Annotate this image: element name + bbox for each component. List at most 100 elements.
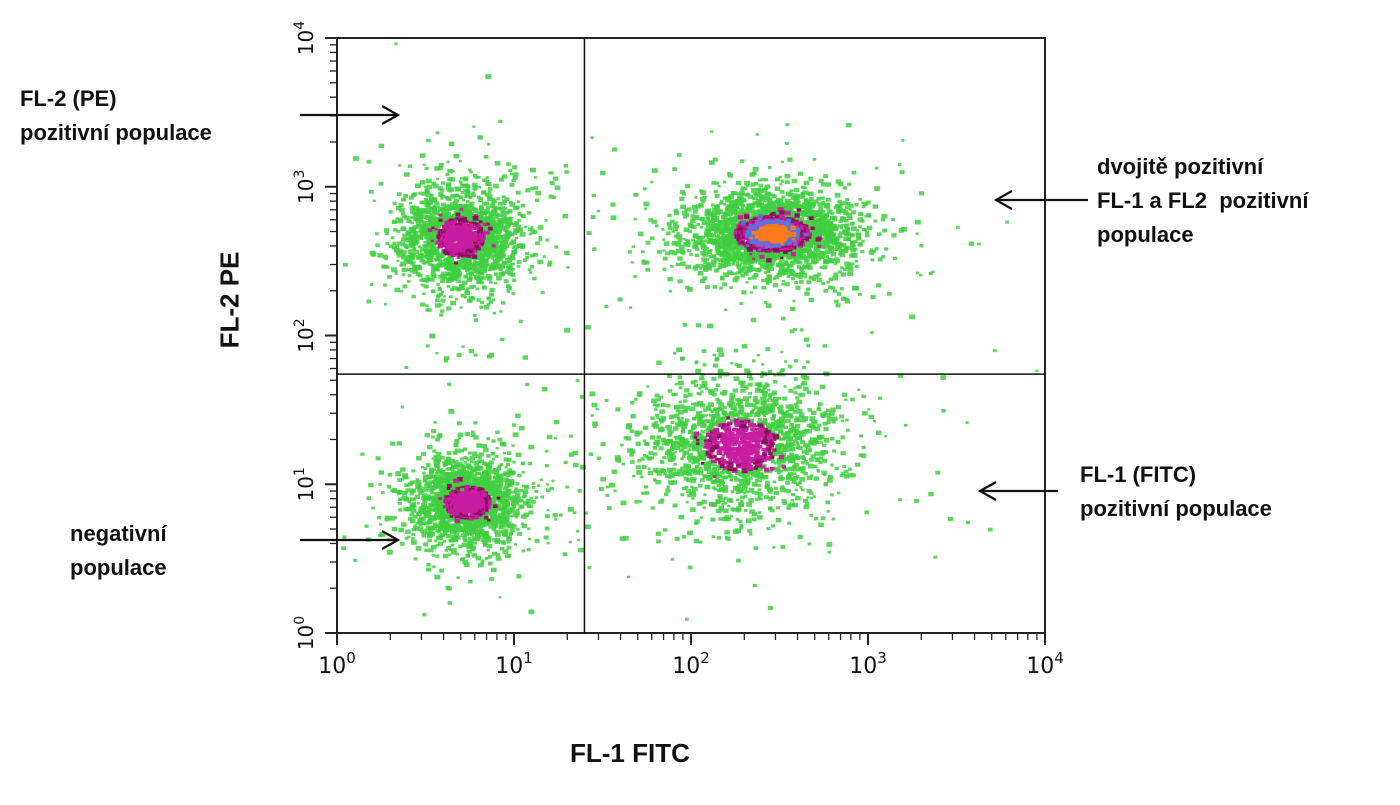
event-dot	[683, 215, 688, 219]
event-dot	[384, 515, 390, 520]
event-dot	[700, 264, 705, 268]
event-dot	[522, 484, 526, 488]
event-dot	[482, 475, 487, 479]
event-dot	[818, 206, 823, 211]
event-dot	[649, 236, 655, 241]
event-dot	[696, 235, 701, 240]
event-dot	[764, 246, 768, 249]
event-dot	[396, 254, 401, 258]
event-dot	[815, 256, 822, 261]
event-dot	[784, 180, 790, 185]
event-dot	[882, 228, 888, 233]
event-dot	[825, 197, 831, 202]
event-dot	[727, 270, 733, 275]
event-dot	[787, 157, 793, 162]
event-dot	[425, 304, 429, 307]
event-dot	[672, 251, 678, 256]
event-dot	[849, 246, 855, 250]
event-dot	[772, 237, 779, 242]
event-dot	[454, 261, 458, 265]
event-dot	[472, 216, 479, 221]
event-dot	[737, 215, 743, 220]
event-dot	[517, 200, 521, 203]
event-dot	[434, 267, 439, 271]
event-dot	[499, 177, 504, 182]
event-dot	[501, 540, 506, 544]
event-dot	[521, 471, 525, 474]
event-dot	[716, 234, 721, 237]
event-dot	[521, 549, 526, 553]
event-dot	[420, 256, 424, 260]
event-dot	[788, 225, 792, 229]
event-dot	[459, 283, 465, 289]
event-dot	[415, 183, 421, 189]
event-dot	[466, 185, 471, 189]
event-dot	[836, 210, 842, 215]
event-dot	[492, 475, 497, 479]
event-dot	[672, 167, 677, 172]
event-dot	[509, 182, 515, 187]
event-dot	[428, 548, 434, 553]
event-dot	[919, 244, 924, 248]
event-dot	[485, 239, 492, 244]
event-dot	[757, 267, 762, 271]
event-dot	[591, 193, 596, 198]
event-dot	[532, 276, 537, 281]
event-dot	[457, 462, 463, 467]
event-dot	[805, 220, 809, 223]
event-dot	[780, 242, 785, 246]
event-dot	[366, 496, 372, 500]
event-dot	[482, 178, 487, 183]
event-dot	[481, 269, 487, 274]
event-dot	[554, 245, 559, 249]
event-dot	[506, 457, 512, 462]
event-dot	[675, 249, 682, 254]
event-dot	[754, 209, 760, 214]
event-dot	[409, 209, 416, 214]
event-dot	[418, 523, 422, 526]
event-dot	[684, 183, 691, 189]
event-dot	[559, 513, 563, 517]
event-dot	[549, 486, 554, 491]
event-dot	[534, 496, 539, 500]
event-dot	[520, 505, 525, 509]
event-dot	[864, 215, 868, 218]
event-dot	[843, 245, 850, 251]
event-dot	[751, 188, 757, 193]
event-dot	[563, 460, 568, 465]
event-dot	[391, 267, 398, 273]
event-dot	[671, 241, 678, 246]
event-dot	[423, 542, 429, 547]
event-dot	[498, 239, 504, 244]
event-dot	[481, 191, 486, 195]
event-dot	[521, 495, 525, 499]
event-dot	[909, 314, 916, 320]
event-dot	[829, 249, 835, 254]
event-dot	[479, 305, 484, 309]
event-dot	[474, 222, 479, 226]
event-dot	[468, 539, 474, 544]
event-dot	[851, 210, 857, 215]
event-dot	[642, 259, 646, 263]
event-dot	[527, 537, 531, 541]
event-dot	[399, 542, 405, 546]
event-dot	[766, 258, 772, 263]
event-dot	[455, 212, 461, 217]
event-dot	[412, 515, 418, 519]
event-dot	[721, 219, 726, 223]
event-dot	[492, 199, 497, 203]
event-dot	[438, 244, 443, 249]
event-dot	[485, 74, 492, 79]
event-dot	[497, 219, 502, 224]
event-dot	[467, 465, 473, 471]
event-dot	[390, 441, 396, 446]
event-dot	[746, 265, 752, 270]
event-dot	[454, 248, 459, 252]
event-dot	[434, 574, 441, 580]
event-dot	[417, 526, 424, 531]
event-dot	[417, 234, 423, 239]
event-dot	[506, 495, 512, 500]
event-dot	[715, 235, 720, 239]
event-dot	[487, 226, 493, 231]
